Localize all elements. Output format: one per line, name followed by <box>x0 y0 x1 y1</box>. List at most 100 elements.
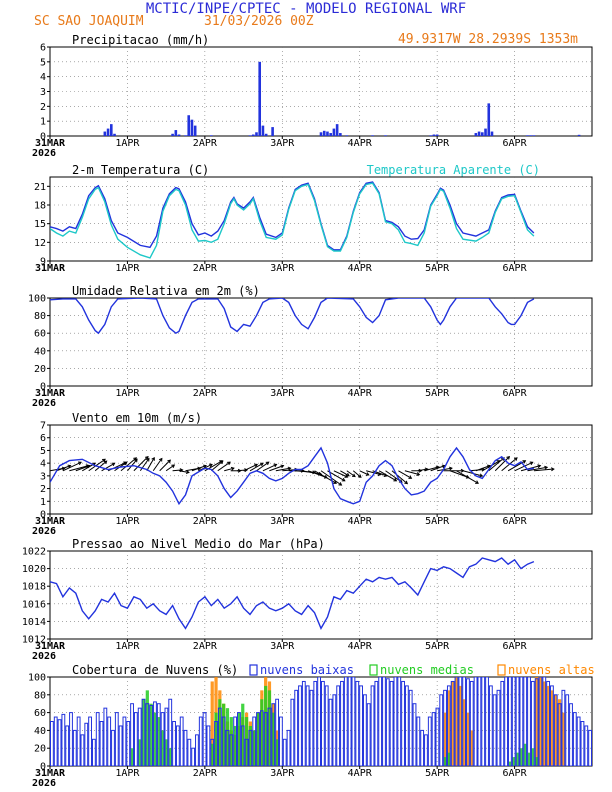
x-tick-label: 1APR <box>115 516 140 527</box>
cloud-bar-low <box>175 725 180 766</box>
cloud-bar-low <box>340 680 344 766</box>
wind-vector <box>224 467 235 472</box>
cloud-bar-low <box>397 677 402 766</box>
precip-bar <box>190 119 194 136</box>
cloud-bar-low <box>137 707 142 766</box>
precip-bar <box>251 134 255 136</box>
x-tick-label: 3APR <box>270 641 295 652</box>
cloud-bar-low <box>107 716 112 766</box>
x-tick-label: 2APR <box>193 516 218 527</box>
cloud-bar-low <box>133 712 138 766</box>
x-tick-label: 3APR <box>270 516 295 527</box>
wind-vector <box>75 465 91 472</box>
cloud-bar-low <box>324 685 329 766</box>
cloud-bar-low <box>508 677 512 766</box>
wind-vector-head <box>550 467 555 472</box>
cloud-bar-low <box>221 716 226 766</box>
cloud-bar-low <box>530 680 535 766</box>
y-tick-label: 0 <box>40 510 46 521</box>
y-tick-label: 4 <box>40 459 46 470</box>
cloud-bar-mid <box>275 739 279 766</box>
legend-label: nuvens medias <box>380 663 474 677</box>
cloud-bar-low <box>538 677 543 766</box>
cloud-bar-low <box>336 685 341 766</box>
cloud-bar-low <box>206 725 211 766</box>
wind-vector-head <box>398 479 403 483</box>
cloud-bar-high <box>470 730 474 766</box>
precip-bar <box>490 131 494 136</box>
cloud-bar-low <box>424 734 428 766</box>
x-year-label: 2026 <box>32 398 56 409</box>
cloud-bar-mid <box>222 703 226 766</box>
cloud-bar-low <box>298 685 302 766</box>
wind-vector-head <box>522 460 527 464</box>
x-tick-label: 1APR <box>115 388 140 399</box>
cloud-bar-mid <box>149 703 153 766</box>
wind-vector-head <box>77 461 82 466</box>
cloud-bar-low <box>374 680 379 766</box>
y-tick-label: 20 <box>34 364 46 375</box>
wind-vector <box>507 460 526 472</box>
cloud-bar-low <box>443 689 447 766</box>
wind-vector-head <box>479 473 484 478</box>
wind-vector <box>527 466 548 472</box>
cloud-bar-low <box>473 677 478 766</box>
x-tick-label: 3APR <box>270 388 295 399</box>
cloud-bar-mid <box>531 748 535 766</box>
wind-vector <box>346 470 356 477</box>
wind-vector-head <box>219 460 224 465</box>
y-tick-label: 1014 <box>22 617 46 628</box>
wind-vector <box>359 470 369 476</box>
wind-vector-head <box>351 473 356 478</box>
cloud-bar-low <box>366 703 371 766</box>
wind-vector <box>69 465 89 472</box>
wind-vector <box>165 464 175 472</box>
cloud-bar-low <box>65 725 70 766</box>
panel-pres: 1012 1014 1016 1018 1020 1022 31MAR 1APR 2APR 3AP… <box>22 537 593 662</box>
y-tick-label: 2 <box>40 484 46 495</box>
cloud-bar-low <box>259 710 264 766</box>
wind-vector <box>494 456 510 472</box>
cloud-bar-mid <box>260 699 264 766</box>
precip-bar <box>481 132 484 136</box>
cloud-bar-low <box>50 721 54 766</box>
x-tick-label: 3APR <box>270 138 295 149</box>
x-tick-label: 31MAR <box>35 263 66 274</box>
wind-vector <box>378 470 397 482</box>
x-tick-label: 31MAR <box>35 388 66 399</box>
panel-title: 2-m Temperatura (C) <box>72 163 209 177</box>
series-line <box>50 557 535 630</box>
x-tick-label: 4APR <box>348 641 373 652</box>
cloud-bar-low <box>481 677 486 766</box>
precip-bar <box>322 130 326 136</box>
precip-bar <box>477 131 481 136</box>
cloud-bar-high <box>546 685 550 766</box>
wind-vector <box>366 470 381 476</box>
cloud-bar-high <box>554 694 558 766</box>
cloud-bar-low <box>382 677 386 766</box>
cloud-bar-low <box>91 738 96 766</box>
x-tick-label: 2APR <box>193 768 218 779</box>
cloud-bar-low <box>256 712 260 766</box>
wind-vector <box>391 470 408 485</box>
cloud-bar-low <box>450 680 455 766</box>
y-tick-label: 1018 <box>22 582 46 593</box>
y-tick-label: 21 <box>34 182 46 193</box>
precip-bar <box>271 127 274 136</box>
cloud-bar-low <box>439 694 444 766</box>
cloud-bar-low <box>546 680 551 766</box>
cloud-bar-high <box>443 712 447 766</box>
x-tick-label: 6APR <box>503 388 528 399</box>
cloud-bar-high <box>210 681 214 766</box>
cloud-bar-low <box>378 677 383 766</box>
cloud-bar-low <box>446 685 451 766</box>
cloud-bar-mid <box>241 703 245 766</box>
legend-swatch <box>497 664 506 676</box>
cloud-bar-mid <box>160 730 165 766</box>
cloud-bar-low <box>301 680 306 766</box>
wind-vector-head <box>185 470 190 475</box>
wind-vector-head <box>265 461 270 466</box>
cloud-bar-low <box>542 677 547 766</box>
cloud-bar-low <box>550 685 554 766</box>
panel-wind: 0 1 2 34 5 67 31MAR 1APR 2APR 3APR 4APR 5APR 6APR 202… <box>32 411 593 537</box>
